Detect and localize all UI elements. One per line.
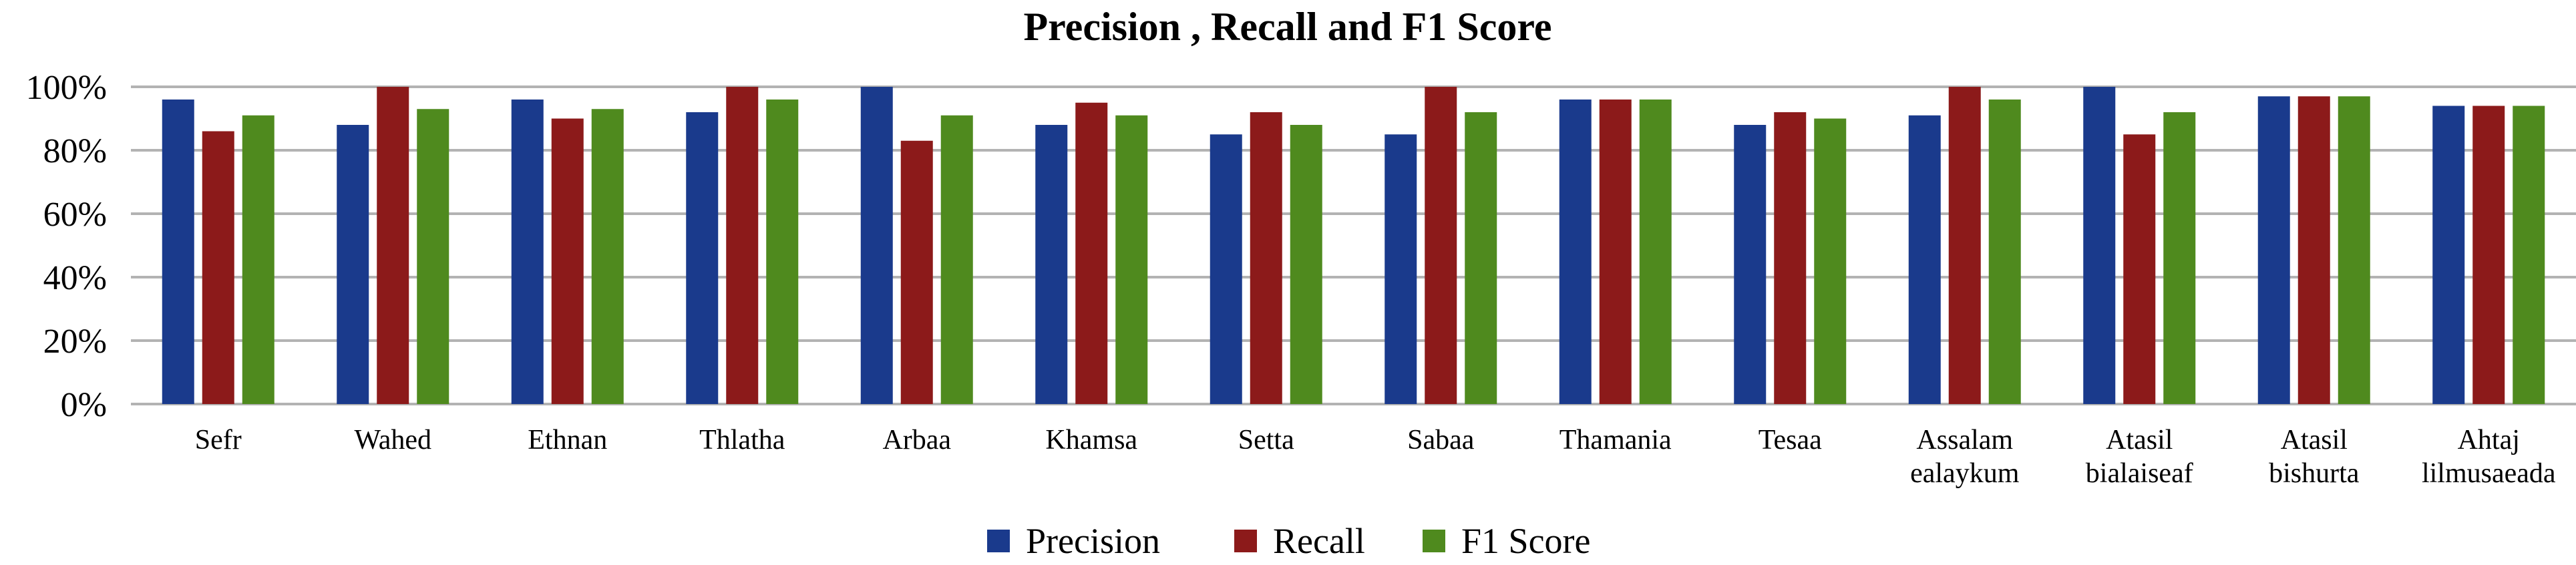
- bar-recall: [2472, 106, 2505, 405]
- y-tick-label: 20%: [43, 323, 107, 361]
- bar-recall: [2123, 134, 2155, 404]
- bar-precision: [512, 100, 544, 404]
- bar-precision: [686, 112, 718, 404]
- bar-recall: [2298, 96, 2330, 404]
- bar-precision: [861, 87, 893, 404]
- bar-f1-score: [1115, 116, 1147, 404]
- bar-f1-score: [1640, 100, 1672, 404]
- bar-f1-score: [2513, 106, 2545, 405]
- bar-recall: [1425, 87, 1457, 404]
- bar-precision: [1210, 134, 1242, 404]
- x-tick-label: Arbaa: [882, 425, 951, 455]
- x-tick-label: Tesaa: [1759, 425, 1822, 455]
- chart-title: Precision , Recall and F1 Score: [1023, 5, 1551, 49]
- bar-f1-score: [1290, 125, 1322, 404]
- x-tick-label: Atasil bialaiseaf: [2086, 425, 2193, 489]
- legend-label: Precision: [1026, 521, 1160, 561]
- legend-label: Recall: [1273, 521, 1365, 561]
- bar-f1-score: [592, 109, 624, 404]
- y-tick-label: 0%: [61, 386, 107, 424]
- bar-recall: [901, 141, 933, 404]
- bar-f1-score: [242, 116, 274, 404]
- bar-precision: [1559, 100, 1592, 404]
- bar-f1-score: [766, 100, 798, 404]
- legend-swatch: [1234, 530, 1257, 552]
- bar-f1-score: [1814, 119, 1846, 405]
- bar-f1-score: [1465, 112, 1497, 404]
- legend-swatch: [1423, 530, 1445, 552]
- legend-swatch: [987, 530, 1010, 552]
- bar-precision: [1385, 134, 1417, 404]
- bar-f1-score: [2338, 96, 2370, 404]
- bar-f1-score: [1989, 100, 2021, 404]
- bar-recall: [1600, 100, 1632, 404]
- bar-precision: [162, 100, 194, 404]
- x-tick-label: Thlatha: [699, 425, 785, 455]
- bar-recall: [1075, 103, 1107, 404]
- y-tick-label: 80%: [43, 132, 107, 170]
- bar-precision: [2258, 96, 2290, 404]
- legend-item: Precision: [987, 521, 1160, 561]
- bar-f1-score: [417, 109, 449, 404]
- y-axis-ticks: 0% 20% 40% 60% 80% 100%: [26, 69, 107, 424]
- chart: Precision , Recall and F1 Score 0% 20% 40%…: [0, 0, 2576, 565]
- legend-item: F1 Score: [1423, 521, 1590, 561]
- bar-recall: [1949, 87, 1981, 404]
- bar-precision: [2083, 87, 2115, 404]
- x-tick-label: Wahed: [354, 425, 431, 455]
- bar-precision: [1909, 116, 1941, 404]
- y-tick-label: 100%: [26, 69, 107, 107]
- x-tick-label: Ahtaj lilmusaeada: [2422, 425, 2556, 489]
- x-tick-label: Assalam ealaykum: [1910, 425, 2020, 489]
- bar-recall: [726, 87, 758, 404]
- bar-recall: [377, 87, 409, 404]
- bars: [162, 87, 2545, 404]
- y-tick-label: 60%: [43, 196, 107, 234]
- bar-precision: [2432, 106, 2464, 405]
- legend-label: F1 Score: [1461, 521, 1590, 561]
- bar-precision: [1035, 125, 1067, 404]
- bar-precision: [1734, 125, 1766, 404]
- legend-item: Recall: [1234, 521, 1365, 561]
- x-tick-label: Thamania: [1559, 425, 1672, 455]
- gridlines: [131, 87, 2576, 404]
- bar-f1-score: [941, 116, 973, 404]
- bar-precision: [337, 125, 369, 404]
- x-tick-label: Ethnan: [528, 425, 607, 455]
- x-tick-label: Sefr: [195, 425, 242, 455]
- x-tick-label: Setta: [1238, 425, 1294, 455]
- bar-recall: [1250, 112, 1282, 404]
- x-tick-label: Atasil bishurta: [2269, 425, 2360, 489]
- bar-recall: [202, 132, 234, 405]
- bar-f1-score: [2163, 112, 2195, 404]
- x-tick-label: Sabaa: [1407, 425, 1475, 455]
- bar-recall: [552, 119, 584, 405]
- y-tick-label: 40%: [43, 259, 107, 297]
- x-axis-labels: Sefr Wahed Ethnan Thlatha Arbaa Khamsa Setta Sa…: [195, 425, 2556, 489]
- legend: Precision Recall F1 Score: [987, 521, 1590, 561]
- bar-recall: [1774, 112, 1806, 404]
- x-tick-label: Khamsa: [1045, 425, 1137, 455]
